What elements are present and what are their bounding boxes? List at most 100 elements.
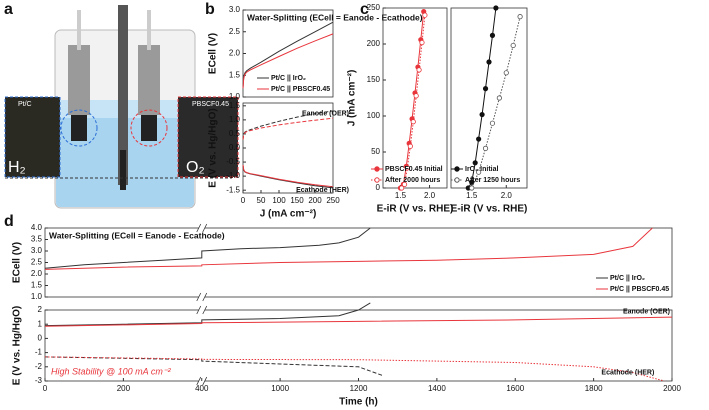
point [410, 119, 416, 125]
y-tick-label: 0.5 [229, 129, 241, 138]
y-tick-label: 1.0 [229, 92, 241, 101]
y-tick-label: 250 [367, 3, 381, 12]
y-tick-label: 100 [367, 111, 381, 120]
plot-frame [242, 9, 334, 98]
y-tick-label: 0.0 [229, 143, 241, 152]
annotation: Ecathode (HER) [296, 187, 349, 194]
series-line [44, 227, 371, 269]
series-line [242, 164, 334, 188]
point [482, 86, 489, 92]
x-tick-label: 2000 [663, 384, 681, 393]
y-tick-label: 1.5 [229, 70, 241, 79]
rod [77, 10, 81, 50]
point [399, 185, 405, 191]
series-line [401, 15, 426, 189]
point [476, 136, 482, 142]
point [479, 111, 485, 118]
break-mark [202, 292, 208, 302]
point [493, 5, 499, 11]
break-mark [196, 292, 202, 302]
x-tick-label: 2.0 [501, 191, 513, 200]
break-mark [196, 305, 202, 315]
series-line [44, 302, 371, 327]
x-tick-label: 1.5 [466, 191, 478, 200]
x-tick-label: 1400 [428, 384, 446, 393]
rod [147, 10, 151, 50]
x-tick-label: 1000 [271, 384, 289, 393]
x-tick-label: 50 [257, 196, 266, 205]
x-tick-label: 2.0 [424, 191, 436, 200]
legend-label: After 2000 hours [385, 177, 440, 184]
legend-label: Pt/C || PBSCF0.45 [271, 86, 330, 93]
break-mark [202, 376, 208, 386]
y-tick-label: 1 [38, 319, 43, 328]
annotation: Ecathode (HER) [601, 369, 654, 376]
gas-label: O₂ [186, 159, 205, 176]
y-tick-label: -0.5 [226, 157, 240, 166]
legend-label: Pt/C || IrO₂ [271, 75, 306, 82]
y-tick-label: 3.5 [31, 235, 43, 244]
holder [138, 45, 160, 115]
point [489, 120, 496, 126]
y-tick-label: 150 [367, 75, 381, 84]
series-line [242, 117, 334, 140]
x-tick-label: 100 [272, 196, 286, 205]
panel-label: c [360, 1, 369, 18]
point [510, 42, 516, 49]
y-tick-label: 2.5 [229, 27, 241, 36]
y-tick-label: 3.0 [31, 246, 43, 255]
point [469, 185, 475, 191]
point [472, 160, 478, 166]
y-tick-label: 200 [367, 39, 381, 48]
legend-marker [454, 166, 460, 172]
break-mark [196, 376, 202, 386]
x-tick-label: 250 [326, 196, 340, 205]
series-line [44, 227, 653, 270]
point [419, 39, 425, 46]
y-tick-label: -1.0 [226, 171, 240, 180]
x-tick-label: 1200 [350, 384, 368, 393]
point [503, 70, 509, 76]
x-tick-label: 200 [117, 384, 131, 393]
y-tick-label: 1.5 [229, 101, 241, 110]
point [476, 169, 482, 175]
legend-marker [374, 177, 380, 183]
y-axis-label: E (V vs. Hg/HgO) [12, 306, 23, 385]
annotation: Eanode (OER) [623, 308, 670, 315]
point [416, 67, 422, 73]
y-tick-label: 1.0 [31, 292, 43, 301]
inset-photo [177, 96, 239, 178]
x-tick-label: 1800 [585, 384, 603, 393]
y-tick-label: 0 [38, 334, 43, 343]
chart-title: Water-Splitting (ECell = Eanode - Ecatho… [49, 230, 225, 240]
x-axis-label: E-iR (V vs. RHE) [451, 204, 528, 215]
legend-marker [374, 166, 380, 172]
break-mark [202, 305, 208, 315]
axis-break [198, 226, 205, 299]
break-mark [196, 223, 202, 233]
highlight [130, 109, 168, 147]
plot-frame [450, 7, 528, 189]
panel-label: a [4, 1, 13, 18]
cathode [71, 115, 87, 141]
legend-marker [454, 177, 460, 183]
y-tick-label: 1.5 [31, 281, 43, 290]
x-tick-label: 200 [308, 196, 322, 205]
legend-label: After 1250 hours [465, 177, 520, 184]
x-axis-label: E-iR (V vs. RHE) [377, 204, 454, 215]
x-axis-label: Time (h) [339, 397, 378, 408]
y-axis-label: E (V vs. Hg/HgO) [208, 108, 219, 187]
point [482, 145, 489, 151]
y-axis-label: ECell (V) [12, 242, 23, 283]
y-tick-label: 50 [371, 147, 380, 156]
inset-label: Pt/C [18, 101, 32, 108]
series-line [44, 316, 673, 327]
reference-tip [120, 150, 126, 190]
x-tick-label: 1600 [506, 384, 524, 393]
anode [141, 115, 157, 141]
y-tick-label: 2.5 [31, 258, 43, 267]
y-axis-label: ECell (V) [208, 33, 219, 74]
point [401, 181, 408, 187]
